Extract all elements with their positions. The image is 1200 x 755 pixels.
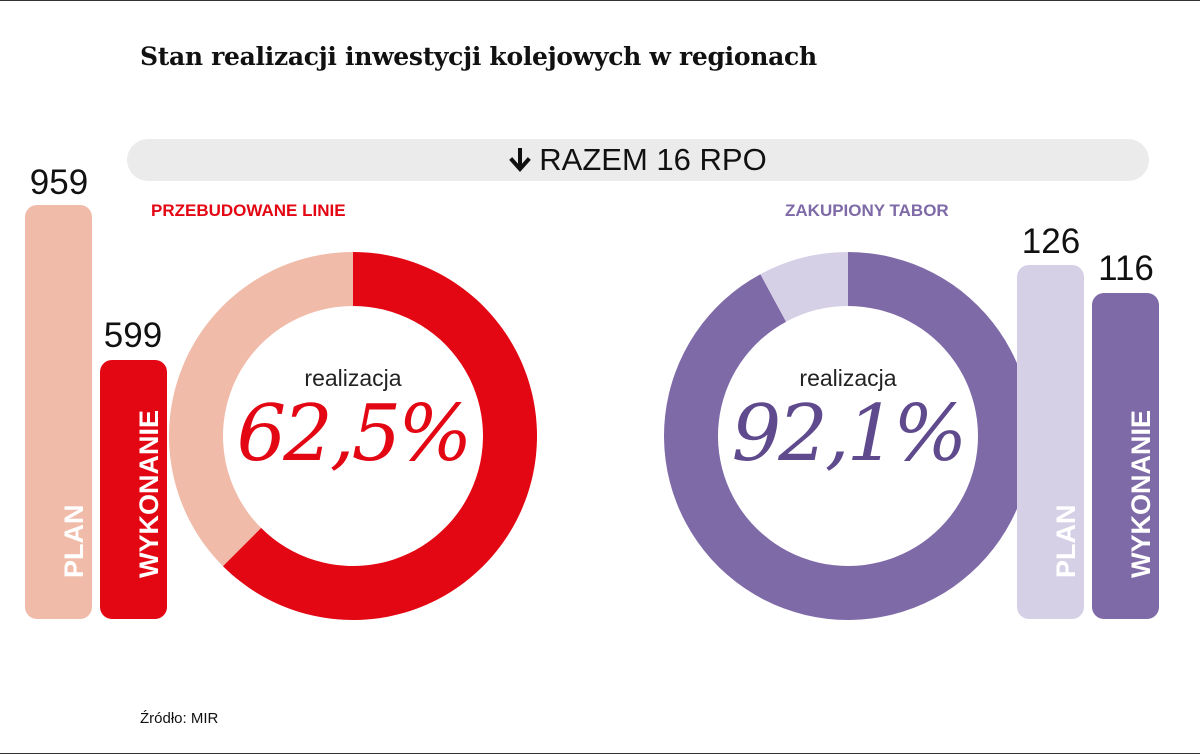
donut-percent-lines: 62,5% [236, 389, 473, 479]
bar-value-plan-rolling-stock: 126 [1021, 222, 1081, 261]
bar-label-wykonanie-rolling-stock: WYKONANIE [1125, 409, 1156, 578]
donut-slice-plan-rolling-stock [760, 252, 848, 322]
bar-value-wykonanie-lines: 599 [103, 316, 163, 355]
source-note: Źródło: MIR [140, 710, 219, 727]
arrow-down-icon [509, 148, 532, 172]
bar-label-plan-lines: PLAN [58, 504, 89, 579]
section-label-rolling-stock: ZAKUPIONY TABOR [785, 201, 949, 220]
bar-plan-lines: PLAN [25, 205, 92, 619]
donut-caption-lines: realizacja [304, 365, 402, 391]
top-rule [0, 0, 1200, 1]
bar-value-wykonanie-rolling-stock: 116 [1098, 249, 1154, 288]
donut-slice-wykonanie-lines [222, 252, 538, 620]
banner-label: RAZEM 16 RPO [539, 142, 767, 177]
bottom-rule [0, 753, 1200, 754]
summary-banner: RAZEM 16 RPO [127, 139, 1149, 181]
donut-slice-wykonanie-rolling-stock [664, 252, 1032, 620]
page-title: Stan realizacji inwestycji kolejowych w … [140, 42, 817, 71]
donut-slice-plan-lines [169, 252, 353, 567]
donut-percent-rolling-stock: 92,1% [731, 389, 968, 479]
bar-label-plan-rolling-stock: PLAN [1050, 504, 1081, 579]
bar-wykonanie-lines: WYKONANIE [100, 360, 167, 619]
bar-plan-rolling-stock: PLAN [1017, 265, 1084, 619]
section-label-lines: PRZEBUDOWANE LINIE [151, 201, 346, 220]
bar-value-plan-lines: 959 [29, 163, 89, 202]
donut-caption-rolling-stock: realizacja [799, 365, 897, 391]
bar-wykonanie-rolling-stock: WYKONANIE [1092, 293, 1159, 619]
donut-chart-rolling-stock [664, 252, 1032, 620]
bar-label-wykonanie-lines: WYKONANIE [133, 409, 164, 578]
donut-chart-lines [169, 252, 538, 620]
